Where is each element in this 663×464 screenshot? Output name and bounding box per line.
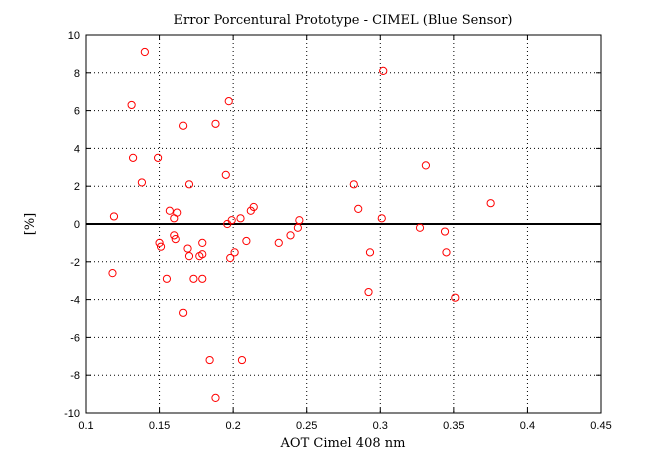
- data-point: [171, 235, 180, 244]
- data-point: [179, 308, 188, 317]
- data-point: [237, 355, 247, 365]
- data-point: [198, 238, 207, 247]
- x-tick-label: 0.3: [373, 420, 388, 432]
- data-point: [236, 214, 245, 223]
- data-point: [173, 208, 182, 217]
- x-tick-label: 0.1: [78, 420, 93, 432]
- data-point: [170, 231, 179, 240]
- y-tick-label: 8: [74, 68, 80, 80]
- data-point: [226, 253, 235, 263]
- data-point: [442, 248, 451, 257]
- data-point: [349, 180, 358, 189]
- data-point: [179, 121, 188, 130]
- data-point: [108, 269, 117, 278]
- data-point: [230, 248, 239, 257]
- x-axis-label: AOT Cimel 408 nm: [280, 436, 406, 451]
- data-point: [162, 274, 172, 283]
- data-point: [127, 100, 136, 110]
- y-axis-label: [%]: [23, 213, 38, 236]
- data-point: [154, 153, 163, 162]
- data-point: [155, 238, 164, 247]
- data-point: [183, 244, 192, 253]
- data-point: [140, 47, 149, 57]
- data-point: [198, 250, 207, 259]
- data-point: [354, 204, 363, 213]
- data-point: [198, 274, 207, 283]
- axis-ticks: 0.1 0.15 0.2 0.25 0.3 0.35 0.4 0.45 10 8 6 4 2 0 -2 -4 -…: [64, 30, 612, 432]
- y-tick-label: 2: [74, 181, 80, 193]
- data-point: [227, 216, 236, 225]
- x-tick-label: 0.2: [225, 420, 240, 432]
- data-point: [249, 202, 258, 212]
- y-tick-label: 6: [74, 106, 80, 118]
- data-point: [221, 170, 230, 179]
- data-point: [451, 293, 460, 302]
- data-point: [421, 161, 430, 170]
- data-point: [184, 252, 194, 261]
- y-tick-label: -6: [70, 332, 80, 344]
- x-tick-label: 0.15: [149, 420, 170, 432]
- y-tick-label: 10: [68, 30, 80, 42]
- data-point: [224, 97, 233, 106]
- data-point: [242, 236, 251, 246]
- data-point: [184, 180, 194, 189]
- data-point: [165, 206, 174, 215]
- data-point: [211, 393, 220, 402]
- data-point: [293, 223, 302, 232]
- y-tick-label: -10: [64, 408, 80, 420]
- data-point: [286, 231, 295, 240]
- x-tick-label: 0.4: [520, 420, 535, 432]
- data-point: [364, 287, 373, 297]
- data-point: [377, 214, 386, 223]
- data-point: [365, 248, 375, 257]
- data-point: [415, 223, 425, 232]
- data-point: [137, 178, 147, 187]
- x-tick-label: 0.25: [296, 420, 317, 432]
- data-point: [189, 274, 198, 283]
- data-point: [128, 153, 138, 162]
- y-tick-label: -4: [70, 295, 80, 307]
- data-point: [205, 355, 214, 365]
- x-tick-label: 0.45: [590, 420, 611, 432]
- data-points: [108, 47, 495, 402]
- data-point: [211, 119, 220, 128]
- data-point: [156, 242, 166, 251]
- data-point: [379, 66, 388, 76]
- y-tick-label: 0: [74, 219, 80, 231]
- data-point: [274, 238, 283, 247]
- data-point: [295, 216, 304, 225]
- data-point: [486, 199, 495, 208]
- x-tick-label: 0.35: [443, 420, 464, 432]
- y-tick-label: -8: [70, 370, 80, 382]
- data-point: [109, 212, 119, 221]
- y-tick-label: 4: [74, 143, 80, 155]
- data-point: [440, 227, 450, 236]
- chart-title: Error Porcentural Prototype - CIMEL (Blu…: [173, 13, 512, 28]
- y-tick-label: -2: [70, 257, 80, 269]
